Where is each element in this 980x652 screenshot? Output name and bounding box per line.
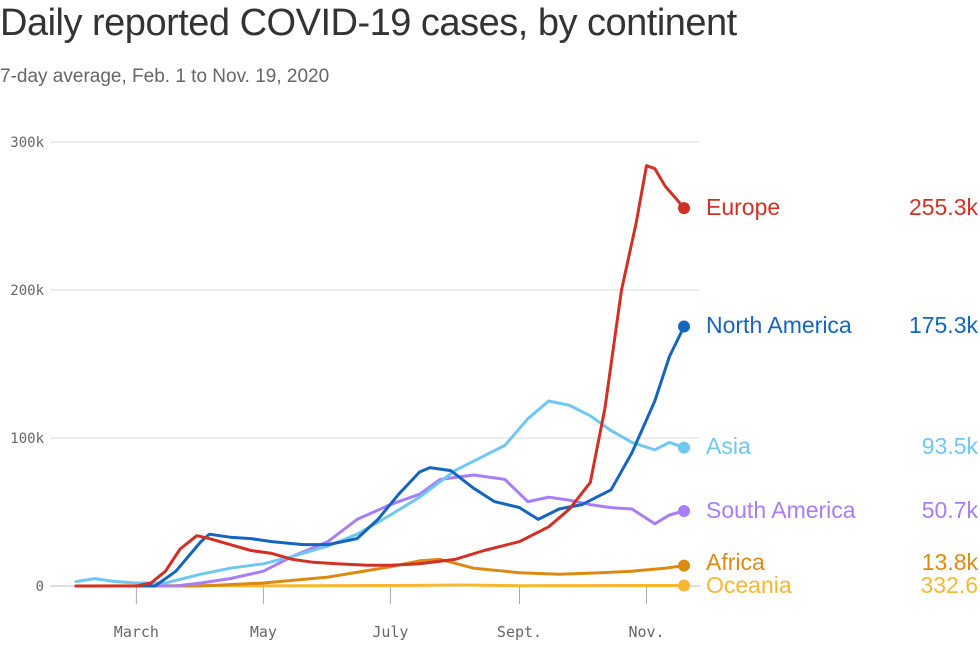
series-value-africa: 13.8k	[922, 549, 979, 575]
series-label-africa: Africa	[706, 549, 765, 575]
series-label-asia: Asia	[706, 433, 751, 459]
series-label-south-america: South America	[706, 497, 856, 523]
series-label-north-america: North America	[706, 312, 852, 338]
series-label-europe: Europe	[706, 194, 780, 220]
series-value-europe: 255.3k	[909, 194, 979, 220]
end-point-south-america	[678, 504, 690, 517]
series-value-oceania: 332.6	[920, 572, 978, 598]
series-value-asia: 93.5k	[922, 433, 979, 459]
series-line-asia	[74, 399, 686, 585]
series-line-africa	[74, 557, 686, 588]
x-tick-label: March	[114, 623, 159, 641]
x-tick-label: July	[372, 623, 408, 641]
series-line-europe	[74, 164, 686, 588]
end-point-africa	[678, 559, 690, 572]
x-tick-label: Nov.	[628, 623, 664, 641]
end-point-north-america	[678, 320, 690, 333]
series-value-north-america: 175.3k	[909, 312, 979, 338]
y-tick-label: 0	[36, 579, 44, 595]
chart-title: Daily reported COVID-19 cases, by contin…	[0, 2, 737, 44]
series-line-north-america	[74, 325, 686, 588]
chart-subtitle: 7-day average, Feb. 1 to Nov. 19, 2020	[0, 66, 330, 87]
y-tick-label: 100k	[10, 431, 44, 447]
x-tick-label: Sept.	[497, 623, 542, 641]
end-point-asia	[678, 441, 690, 454]
x-tick-label: May	[250, 623, 277, 641]
y-tick-label: 300k	[10, 135, 44, 151]
y-tick-label: 200k	[10, 283, 44, 299]
series-label-oceania: Oceania	[706, 572, 792, 598]
series-value-south-america: 50.7k	[922, 497, 979, 523]
end-point-europe	[678, 202, 690, 215]
end-point-oceania	[678, 579, 690, 592]
